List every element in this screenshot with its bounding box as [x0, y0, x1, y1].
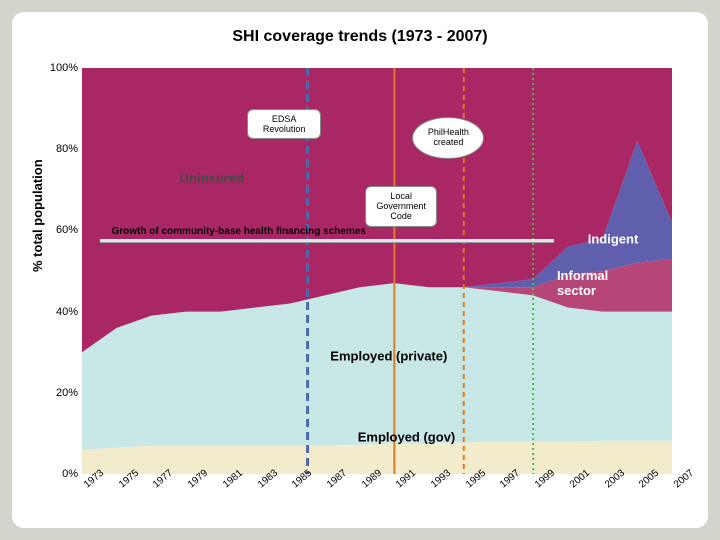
series-label: Employed (private)	[330, 349, 447, 364]
y-tick: 100%	[38, 62, 78, 74]
series-label: Indigent	[588, 231, 639, 246]
chart-card: SHI coverage trends (1973 - 2007) % tota…	[12, 12, 708, 528]
y-tick: 0%	[38, 468, 78, 480]
x-tick: 2007	[672, 468, 696, 491]
event-callout: Local Government Code	[365, 186, 437, 227]
event-callout: PhilHealth created	[412, 117, 484, 159]
growth-note: Growth of community-base health financin…	[112, 226, 367, 237]
series-label: Employed (gov)	[358, 430, 456, 445]
y-tick: 40%	[38, 306, 78, 318]
y-tick: 20%	[38, 387, 78, 399]
plot-area: Employed (gov) Employed (private) Informal…	[82, 68, 672, 474]
y-tick: 60%	[38, 224, 78, 236]
series-label: Informal sector	[557, 268, 634, 298]
y-tick: 80%	[38, 143, 78, 155]
growth-bar	[100, 239, 554, 242]
series-label: Uninsured	[180, 170, 244, 185]
chart-title: SHI coverage trends (1973 - 2007)	[26, 28, 694, 46]
event-callout: EDSA Revolution	[247, 109, 321, 140]
y-axis-label: % total population	[30, 159, 45, 272]
